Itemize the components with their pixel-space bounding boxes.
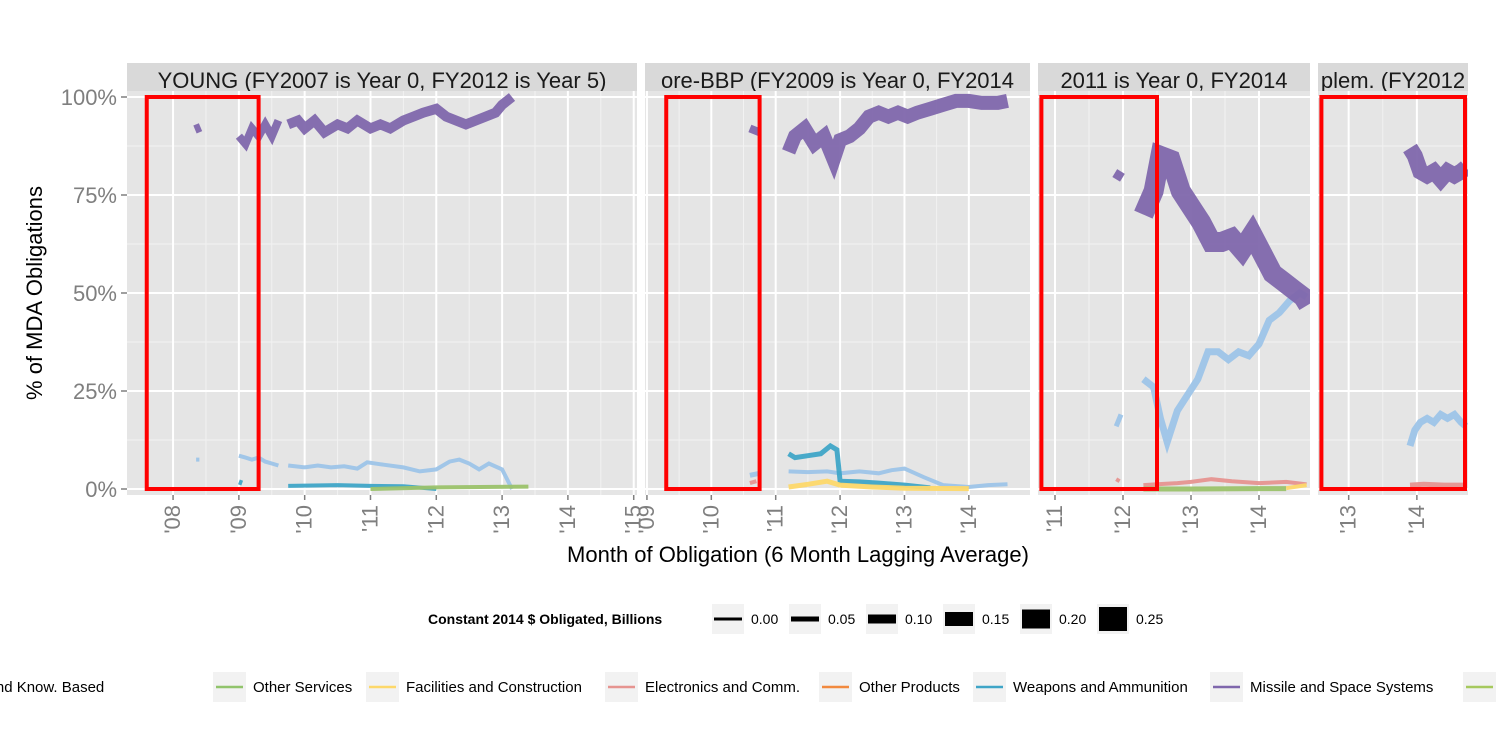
series-line — [1141, 288, 1309, 454]
size-legend-label: 0.20 — [1059, 611, 1086, 627]
x-tick-label: '12 — [1110, 505, 1135, 534]
y-tick-label: 0% — [85, 477, 117, 502]
series-line — [788, 478, 969, 492]
color-legend: Other R&D and Know. Based Other Services F… — [0, 672, 1496, 702]
size-legend-swatch — [868, 614, 896, 624]
x-tick-label: '14 — [1404, 505, 1429, 534]
x-tick-label: '13 — [891, 505, 916, 534]
color-legend-label: Other Products — [859, 679, 960, 696]
x-tick-label: '09 — [634, 505, 659, 534]
size-legend-label: 0.00 — [751, 611, 778, 627]
series-line — [1285, 483, 1307, 491]
x-tick-label: '14 — [555, 505, 580, 534]
facet-panel: YOUNG (FY2007 is Year 0, FY2012 is Year … — [127, 63, 646, 534]
facet-panels: YOUNG (FY2007 is Year 0, FY2012 is Year … — [127, 63, 1468, 534]
facet-strip-title: 2011 is Year 0, FY2014 — [1060, 68, 1287, 93]
size-legend-title: Constant 2014 $ Obligated, Billions — [428, 611, 662, 627]
x-tick-label: '13 — [1178, 505, 1203, 534]
series-line — [1406, 410, 1468, 447]
facet-strip — [1038, 63, 1310, 96]
y-axis: 0% 25% 50% 75% 100% — [61, 85, 127, 502]
series-line — [782, 93, 1009, 180]
series-line — [1113, 413, 1124, 428]
facet-strip — [1318, 63, 1468, 96]
x-tick-label: '12 — [827, 505, 852, 534]
series-line — [286, 93, 516, 139]
size-legend-label: 0.10 — [905, 611, 932, 627]
y-tick-label: 100% — [61, 85, 117, 110]
x-tick-label: '11 — [1042, 505, 1067, 532]
x-tick-label: '10 — [292, 505, 317, 534]
size-legend-label: 0.15 — [982, 611, 1009, 627]
x-tick-label: '11 — [357, 505, 382, 532]
color-legend-label: Weapons and Ammunition — [1013, 679, 1188, 696]
color-legend-label: Electronics and Comm. — [645, 679, 800, 696]
series-line — [287, 457, 514, 490]
x-tick-label: '13 — [1336, 505, 1361, 534]
facet-strip-title: ore-BBP (FY2009 is Year 0, FY2014 — [661, 68, 1014, 93]
x-tick-label: '11 — [763, 505, 788, 532]
size-legend-swatch — [1099, 607, 1127, 631]
x-tick-label: '14 — [1246, 505, 1271, 534]
color-legend-label: Facilities and Construction — [406, 679, 582, 696]
highlight-box — [1039, 95, 1160, 491]
color-legend-label: Missile and Space Systems — [1250, 679, 1433, 696]
size-legend-label: 0.05 — [828, 611, 855, 627]
x-tick-label: '14 — [956, 505, 981, 534]
y-tick-label: 50% — [73, 281, 117, 306]
size-legend-swatch — [1022, 609, 1050, 629]
x-axis-title: Month of Obligation (6 Month Lagging Ave… — [567, 542, 1029, 567]
x-tick-label: '13 — [489, 505, 514, 534]
facet-strip-title: YOUNG (FY2007 is Year 0, FY2012 is Year … — [158, 68, 607, 93]
highlight-box — [664, 95, 762, 491]
x-tick-label: '08 — [160, 505, 185, 534]
series-line — [1143, 477, 1307, 488]
series-line — [1115, 477, 1121, 483]
series-line — [1112, 169, 1125, 182]
series-line — [1403, 143, 1468, 192]
facet-panel: 2011 is Year 0, FY2014 '11 '12 '13 '14 — [1038, 63, 1310, 534]
x-tick-label: '09 — [226, 505, 251, 534]
series-line — [749, 479, 757, 486]
series-line — [238, 479, 244, 486]
facet-strip — [645, 63, 1030, 96]
size-legend-swatch — [791, 616, 819, 622]
x-tick-label: '12 — [423, 505, 448, 534]
series-line — [370, 484, 529, 491]
series-line — [1409, 481, 1466, 488]
facet-panel: ore-BBP (FY2009 is Year 0, FY2014 '09 '10 '… — [634, 63, 1030, 534]
color-legend-label: Other Services — [253, 679, 352, 696]
facet-panel: plem. (FY2012 '13 '14 — [1318, 63, 1468, 534]
size-legend-swatch — [714, 617, 742, 621]
x-tick-label: '10 — [698, 505, 723, 534]
x-tick-label: '15 — [621, 505, 646, 534]
series-line — [1134, 142, 1310, 310]
y-tick-label: 75% — [73, 183, 117, 208]
facet-strip-title: plem. (FY2012 — [1321, 68, 1465, 93]
size-legend-swatch — [945, 612, 973, 626]
size-legend-label: 0.25 — [1136, 611, 1163, 627]
y-tick-label: 25% — [73, 379, 117, 404]
series-line — [787, 442, 931, 491]
size-legend: Constant 2014 $ Obligated, Billions 0.00… — [428, 604, 1163, 634]
highlight-box — [1319, 95, 1467, 491]
color-legend-label: Other R&D and Know. Based — [0, 679, 104, 696]
highlight-box — [144, 95, 261, 491]
facet-strip — [127, 63, 637, 96]
y-axis-title: % of MDA Obligations — [22, 186, 47, 400]
series-line — [193, 123, 203, 134]
